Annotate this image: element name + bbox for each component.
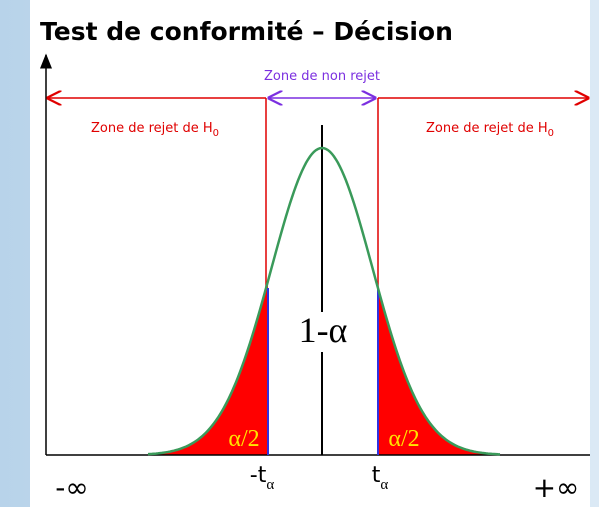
zone-reject-right-label: Zone de rejet de H0 [426, 121, 554, 139]
label-bg [296, 312, 350, 352]
zone-reject-left-label: Zone de rejet de H0 [91, 121, 219, 139]
plus-t: tα [372, 463, 389, 493]
density-curve [147, 146, 501, 456]
zone-accept-label: Zone de non rejet [264, 69, 380, 84]
center-label: 1-α [299, 310, 348, 350]
minus-inf: -∞ [55, 471, 88, 504]
minus-t: -tα [250, 463, 275, 493]
panel [30, 0, 590, 507]
tail-right-label: α/2 [388, 426, 419, 452]
plus-inf: +∞ [533, 471, 580, 504]
tail-left-label: α/2 [228, 426, 259, 452]
rejection-tails [150, 280, 498, 455]
title: Test de conformité – Décision [40, 17, 453, 46]
